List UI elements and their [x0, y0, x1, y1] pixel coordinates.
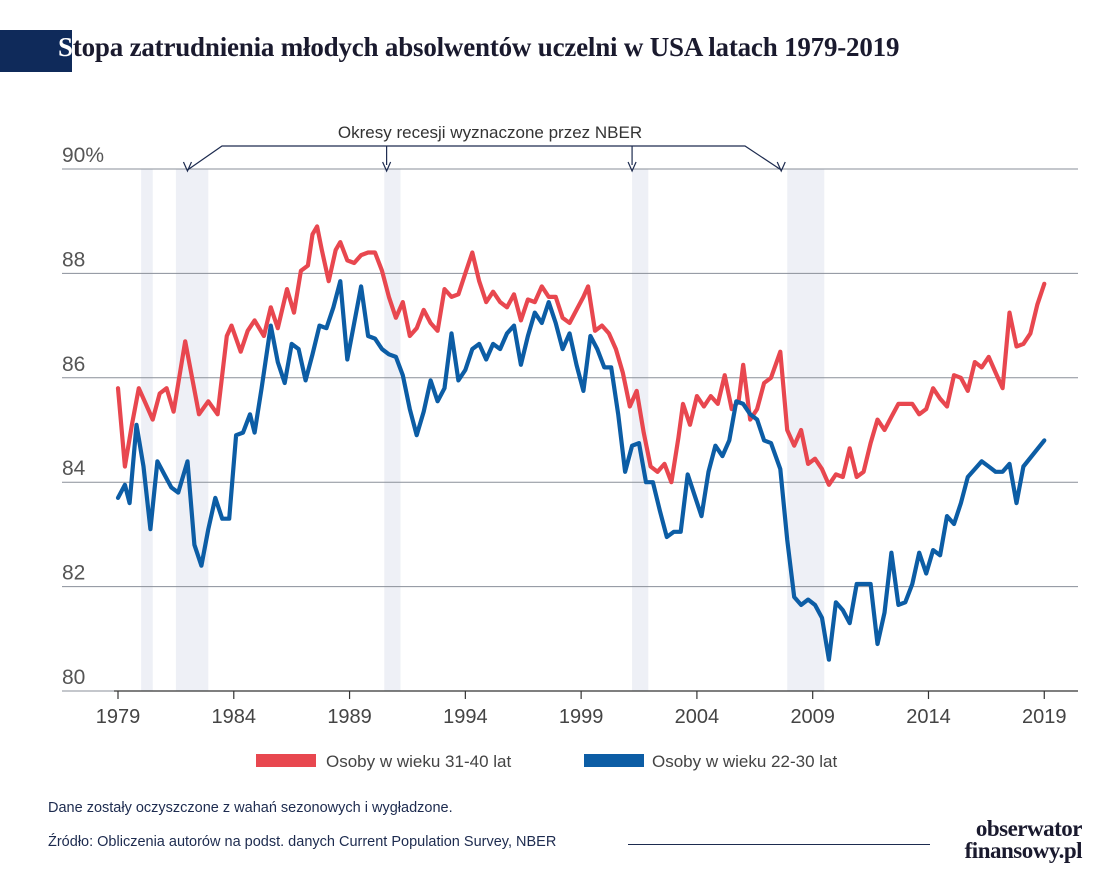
legend-swatch [256, 754, 316, 767]
y-tick-label: 84 [62, 457, 86, 480]
y-tick-label: 88 [62, 248, 85, 271]
legend-label: Osoby w wieku 22-30 lat [652, 752, 837, 771]
footnote-source: Źródło: Obliczenia autorów na podst. dan… [48, 834, 557, 850]
brand-logo: obserwator finansowy.pl [964, 816, 1083, 863]
recession-band [384, 169, 401, 691]
x-tick-label: 2009 [790, 706, 835, 728]
x-tick-label: 1999 [559, 706, 604, 728]
recession-band [175, 169, 209, 691]
x-tick-label: 1994 [443, 706, 488, 728]
brand-logo-line1: obserwator [975, 816, 1083, 841]
annotation-arrow [182, 161, 193, 173]
y-tick-label: 80 [62, 666, 85, 689]
series-line-31-40 [115, 224, 1047, 487]
legend-swatch [584, 754, 644, 767]
recession-band [632, 169, 649, 691]
source-divider [628, 844, 930, 845]
annotation-arrow [776, 161, 786, 173]
footnote-note: Dane zostały oczyszczone z wahań sezonow… [48, 800, 453, 816]
title-accent-bar [0, 30, 72, 72]
chart-title: Stopa zatrudnienia młodych absolwentów u… [58, 32, 1098, 63]
x-tick-label: 1979 [96, 706, 141, 728]
y-tick-label: 90% [62, 144, 104, 167]
x-tick-label: 1989 [327, 706, 372, 728]
line-chart: 80 82 84 86 88 90% 1979 1984 1989 1994 1999 2004 200… [62, 123, 1078, 771]
x-tick-label: 2014 [906, 706, 951, 728]
brand-logo-line2: finansowy.pl [964, 838, 1083, 863]
annotation-bracket [187, 145, 782, 171]
chart-title-rest: topa zatrudnienia młodych absolwentów uc… [72, 32, 900, 62]
chart-title-first-letter: S [58, 32, 73, 62]
recession-band [141, 169, 153, 691]
x-tick-label: 2019 [1022, 706, 1067, 728]
y-tick-label: 82 [62, 562, 85, 585]
recession-annotation: Okresy recesji wyznaczone przez NBER [338, 123, 642, 142]
series-line-22-30 [115, 279, 1047, 662]
legend-label: Osoby w wieku 31-40 lat [326, 752, 511, 771]
y-tick-label: 86 [62, 353, 85, 376]
x-tick-label: 2004 [675, 706, 720, 728]
annotation-arrow [382, 161, 392, 173]
x-tick-label: 1984 [212, 706, 257, 728]
annotation-arrow [627, 161, 637, 173]
